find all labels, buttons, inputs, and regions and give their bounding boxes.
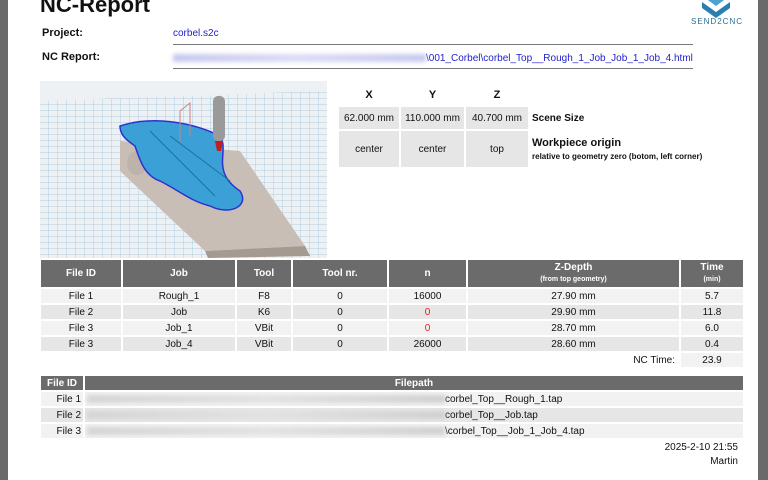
table-row: File 3 Job_4 VBit 0 26000 28.60 mm 0.4 bbox=[41, 337, 743, 351]
report-link[interactable]: \001_Corbel\corbel_Top__Rough_1_Job_Job_… bbox=[173, 53, 693, 64]
report-footer: 2025-2-10 21:55 Martin bbox=[665, 441, 738, 469]
cell-file: File 2 bbox=[41, 408, 83, 422]
cell-tool: VBit bbox=[237, 337, 291, 351]
workpiece-origin-note: relative to geometry zero (botom, left c… bbox=[532, 152, 703, 161]
cell-n: 26000 bbox=[389, 337, 466, 351]
workpiece-origin-label: Workpiece origin bbox=[532, 137, 622, 149]
cell-tool: F8 bbox=[237, 289, 291, 303]
cell-file: File 3 bbox=[41, 424, 83, 438]
cell-n-warning: 0 bbox=[389, 321, 466, 335]
total-row: NC Time: 23.9 bbox=[41, 353, 743, 367]
blurred-path bbox=[173, 54, 426, 63]
origin-x: center bbox=[339, 131, 399, 167]
cell-file: File 1 bbox=[41, 392, 83, 406]
header-tool: Tool bbox=[237, 260, 291, 287]
header-tool-nr: Tool nr. bbox=[293, 260, 387, 287]
time-sub: (min) bbox=[703, 276, 721, 283]
jobs-table: File ID Job Tool Tool nr. n Z-Depth (from… bbox=[39, 258, 745, 369]
cell-tool-nr: 0 bbox=[293, 305, 387, 319]
cell-file: File 3 bbox=[41, 321, 121, 335]
time-title: Time bbox=[700, 262, 724, 273]
size-y: 110.000 mm bbox=[401, 107, 464, 129]
blurred-path bbox=[87, 426, 445, 435]
cell-job: Job_4 bbox=[123, 337, 235, 351]
blurred-path bbox=[87, 410, 445, 419]
cell-file: File 3 bbox=[41, 337, 121, 351]
header-job: Job bbox=[123, 260, 235, 287]
path-visible: \corbel_Top__Job_1_Job_4.tap bbox=[445, 425, 585, 437]
report-date: 2025-2-10 21:55 bbox=[664, 442, 738, 453]
scene-size-label: Scene Size bbox=[532, 113, 585, 124]
table-row: File 2 Job K6 0 0 29.90 mm 11.8 bbox=[41, 305, 743, 319]
cell-zdepth: 28.70 mm bbox=[468, 321, 679, 335]
logo-text: SEND2CNC bbox=[690, 17, 743, 26]
cell-path: corbel_Top__Rough_1.tap bbox=[85, 392, 743, 406]
size-z: 40.700 mm bbox=[466, 107, 528, 129]
cell-file: File 1 bbox=[41, 289, 121, 303]
zdepth-title: Z-Depth bbox=[554, 262, 593, 273]
divider bbox=[173, 44, 693, 45]
header-filepath: Filepath bbox=[85, 376, 743, 390]
header-file-id: File ID bbox=[41, 376, 83, 390]
header-file-id: File ID bbox=[41, 260, 121, 287]
report-path-visible: \001_Corbel\corbel_Top__Rough_1_Job_Job_… bbox=[426, 53, 693, 64]
cell-n: 16000 bbox=[389, 289, 466, 303]
cell-tool: VBit bbox=[237, 321, 291, 335]
project-link[interactable]: corbel.s2c bbox=[173, 28, 219, 39]
cell-zdepth: 27.90 mm bbox=[468, 289, 679, 303]
table-row: File 3 \corbel_Top__Job_1_Job_4.tap bbox=[41, 424, 743, 438]
cell-time: 0.4 bbox=[681, 337, 743, 351]
nc-time-value: 23.9 bbox=[681, 353, 743, 367]
cell-path: corbel_Top__Job.tap bbox=[85, 408, 743, 422]
cell-job: Job bbox=[123, 305, 235, 319]
cell-job: Rough_1 bbox=[123, 289, 235, 303]
page-title: NC-Report bbox=[40, 0, 150, 17]
col-x: X bbox=[365, 89, 373, 101]
cell-job: Job_1 bbox=[123, 321, 235, 335]
project-label: Project: bbox=[42, 27, 83, 39]
cell-n-warning: 0 bbox=[389, 305, 466, 319]
nc-time-label: NC Time: bbox=[633, 354, 675, 366]
cell-file: File 2 bbox=[41, 305, 121, 319]
header-time: Time (min) bbox=[681, 260, 743, 287]
cell-tool-nr: 0 bbox=[293, 289, 387, 303]
header-n: n bbox=[389, 260, 466, 287]
path-visible: corbel_Top__Job.tap bbox=[445, 409, 538, 421]
divider bbox=[173, 68, 693, 69]
filepath-table: File ID Filepath File 1 corbel_Top__Rough_… bbox=[39, 374, 745, 440]
cell-tool: K6 bbox=[237, 305, 291, 319]
send2cnc-logo bbox=[702, 0, 730, 18]
header-zdepth: Z-Depth (from top geometry) bbox=[468, 260, 679, 287]
cell-time: 6.0 bbox=[681, 321, 743, 335]
table-row: File 3 Job_1 VBit 0 0 28.70 mm 6.0 bbox=[41, 321, 743, 335]
report-author: Martin bbox=[710, 456, 738, 467]
origin-y: center bbox=[401, 131, 464, 167]
path-visible: corbel_Top__Rough_1.tap bbox=[445, 393, 563, 405]
table-row: File 1 corbel_Top__Rough_1.tap bbox=[41, 392, 743, 406]
origin-z: top bbox=[466, 131, 528, 167]
table-row: File 2 corbel_Top__Job.tap bbox=[41, 408, 743, 422]
cell-time: 5.7 bbox=[681, 289, 743, 303]
scene-table: X Y Z 62.000 mm 110.000 mm 40.700 mm center c… bbox=[337, 83, 530, 169]
cell-tool-nr: 0 bbox=[293, 337, 387, 351]
size-x: 62.000 mm bbox=[339, 107, 399, 129]
zdepth-sub: (from top geometry) bbox=[540, 276, 607, 283]
report-label: NC Report: bbox=[42, 51, 101, 63]
blurred-path bbox=[87, 394, 445, 403]
cell-zdepth: 28.60 mm bbox=[468, 337, 679, 351]
cell-zdepth: 29.90 mm bbox=[468, 305, 679, 319]
col-z: Z bbox=[493, 89, 501, 101]
cell-path: \corbel_Top__Job_1_Job_4.tap bbox=[85, 424, 743, 438]
cell-tool-nr: 0 bbox=[293, 321, 387, 335]
col-y: Y bbox=[428, 89, 437, 101]
cell-time: 11.8 bbox=[681, 305, 743, 319]
table-row: File 1 Rough_1 F8 0 16000 27.90 mm 5.7 bbox=[41, 289, 743, 303]
toolpath-preview-image bbox=[40, 81, 327, 258]
report-page: NC-Report SEND2CNC Project: corbel.s2c N… bbox=[8, 0, 758, 480]
